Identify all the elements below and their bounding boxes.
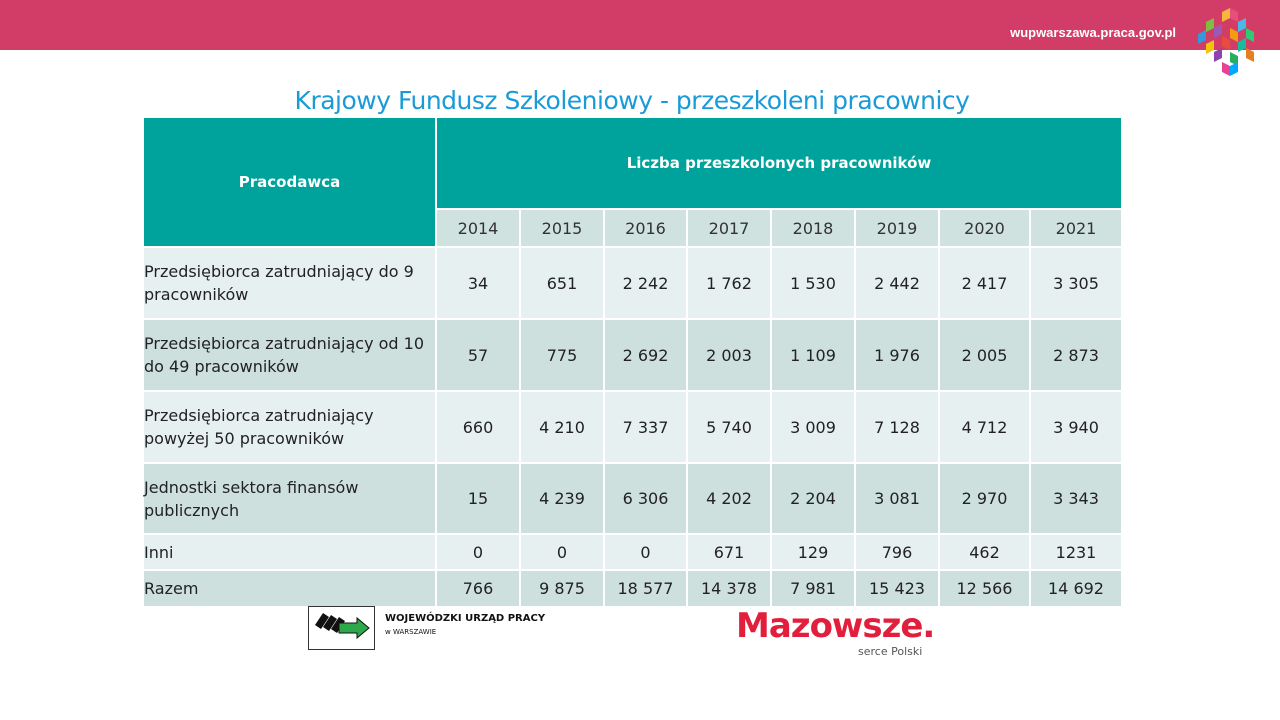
table-cell: 14 378 [686,569,771,606]
table-cell: 7 128 [854,390,939,463]
table-cell: 2 692 [603,318,687,391]
group-header: Liczba przeszkolonych pracowników [436,118,1121,209]
site-url[interactable]: wupwarszawa.praca.gov.pl [1010,25,1176,40]
wup-logo [308,606,375,650]
mazowsze-tagline: serce Polski [858,645,923,658]
row-label: Przedsiębiorca zatrudniający do 9 pracow… [144,246,436,319]
year-header: 2016 [603,208,687,247]
table-cell: 2 204 [770,462,855,534]
table-cell: 3 343 [1029,462,1121,534]
table-cell: 775 [519,318,604,391]
table-cell: 2 873 [1029,318,1121,391]
table-cell: 2 417 [938,246,1030,319]
table-cell: 1 762 [686,246,771,319]
table-cell: 57 [435,318,520,391]
table-cell: 7 337 [603,390,687,463]
table-row: Inni 0 0 0 671 129 796 462 1231 [144,533,1121,570]
table-cell: 462 [938,533,1030,570]
year-header: 2015 [519,208,604,247]
year-header: 2020 [938,208,1030,247]
table-cell: 1 109 [770,318,855,391]
table-cell: 766 [435,569,520,606]
year-header: 2018 [770,208,855,247]
table-cell: 4 712 [938,390,1030,463]
arrow-logo-icon [315,613,370,640]
employer-header: Pracodawca [144,118,437,247]
table-cell: 3 940 [1029,390,1121,463]
table-row: Jednostki sektora finansów publicznych 1… [144,462,1121,534]
year-header: 2017 [686,208,771,247]
table-cell: 4 202 [686,462,771,534]
table-cell: 4 210 [519,390,604,463]
table-cell: 3 009 [770,390,855,463]
table-cell: 0 [603,533,687,570]
table-cell: 3 305 [1029,246,1121,319]
table-cell: 660 [435,390,520,463]
year-header: 2019 [854,208,939,247]
table-cell: 796 [854,533,939,570]
table-cell: 9 875 [519,569,604,606]
table-cell: 15 [435,462,520,534]
training-table: Pracodawca Liczba przeszkolonych pracown… [144,118,1121,606]
table-row: Przedsiębiorca zatrudniający od 10 do 49… [144,318,1121,391]
table-cell: 18 577 [603,569,687,606]
table-cell: 4 239 [519,462,604,534]
table-cell: 1 976 [854,318,939,391]
table-row: Przedsiębiorca zatrudniający do 9 pracow… [144,246,1121,319]
wup-subtitle: w WARSZAWIE [385,628,437,636]
wup-name: WOJEWÓDZKI URZĄD PRACY [385,613,546,624]
year-header: 2014 [435,208,520,247]
table-cell: 651 [519,246,604,319]
table-cell: 15 423 [854,569,939,606]
table-cell: 6 306 [603,462,687,534]
table-cell: 2 970 [938,462,1030,534]
row-label: Przedsiębiorca zatrudniający od 10 do 49… [144,318,436,391]
table-cell: 5 740 [686,390,771,463]
table-cell: 1231 [1029,533,1121,570]
table-row: Przedsiębiorca zatrudniający powyżej 50 … [144,390,1121,463]
row-label: Inni [144,533,436,570]
top-bar [0,0,1280,50]
row-label: Jednostki sektora finansów publicznych [144,462,436,534]
mazowsze-logo: Mazowsze. [736,606,935,646]
row-label: Przedsiębiorca zatrudniający powyżej 50 … [144,390,436,463]
table-cell: 12 566 [938,569,1030,606]
table-cell: 2 005 [938,318,1030,391]
table-cell: 34 [435,246,520,319]
row-label: Razem [144,569,436,606]
table-cell: 3 081 [854,462,939,534]
table-cell: 1 530 [770,246,855,319]
table-cell: 7 981 [770,569,855,606]
table-row: Razem 766 9 875 18 577 14 378 7 981 15 4… [144,569,1121,606]
table-cell: 671 [686,533,771,570]
page-title: Krajowy Fundusz Szkoleniowy - przeszkole… [294,86,970,115]
table-cell: 2 003 [686,318,771,391]
year-header: 2021 [1029,208,1121,247]
colorful-cubes-logo-icon [1198,8,1254,76]
table-cell: 0 [435,533,520,570]
table-cell: 129 [770,533,855,570]
table-cell: 2 242 [603,246,687,319]
table-cell: 0 [519,533,604,570]
table-cell: 2 442 [854,246,939,319]
table-cell: 14 692 [1029,569,1121,606]
